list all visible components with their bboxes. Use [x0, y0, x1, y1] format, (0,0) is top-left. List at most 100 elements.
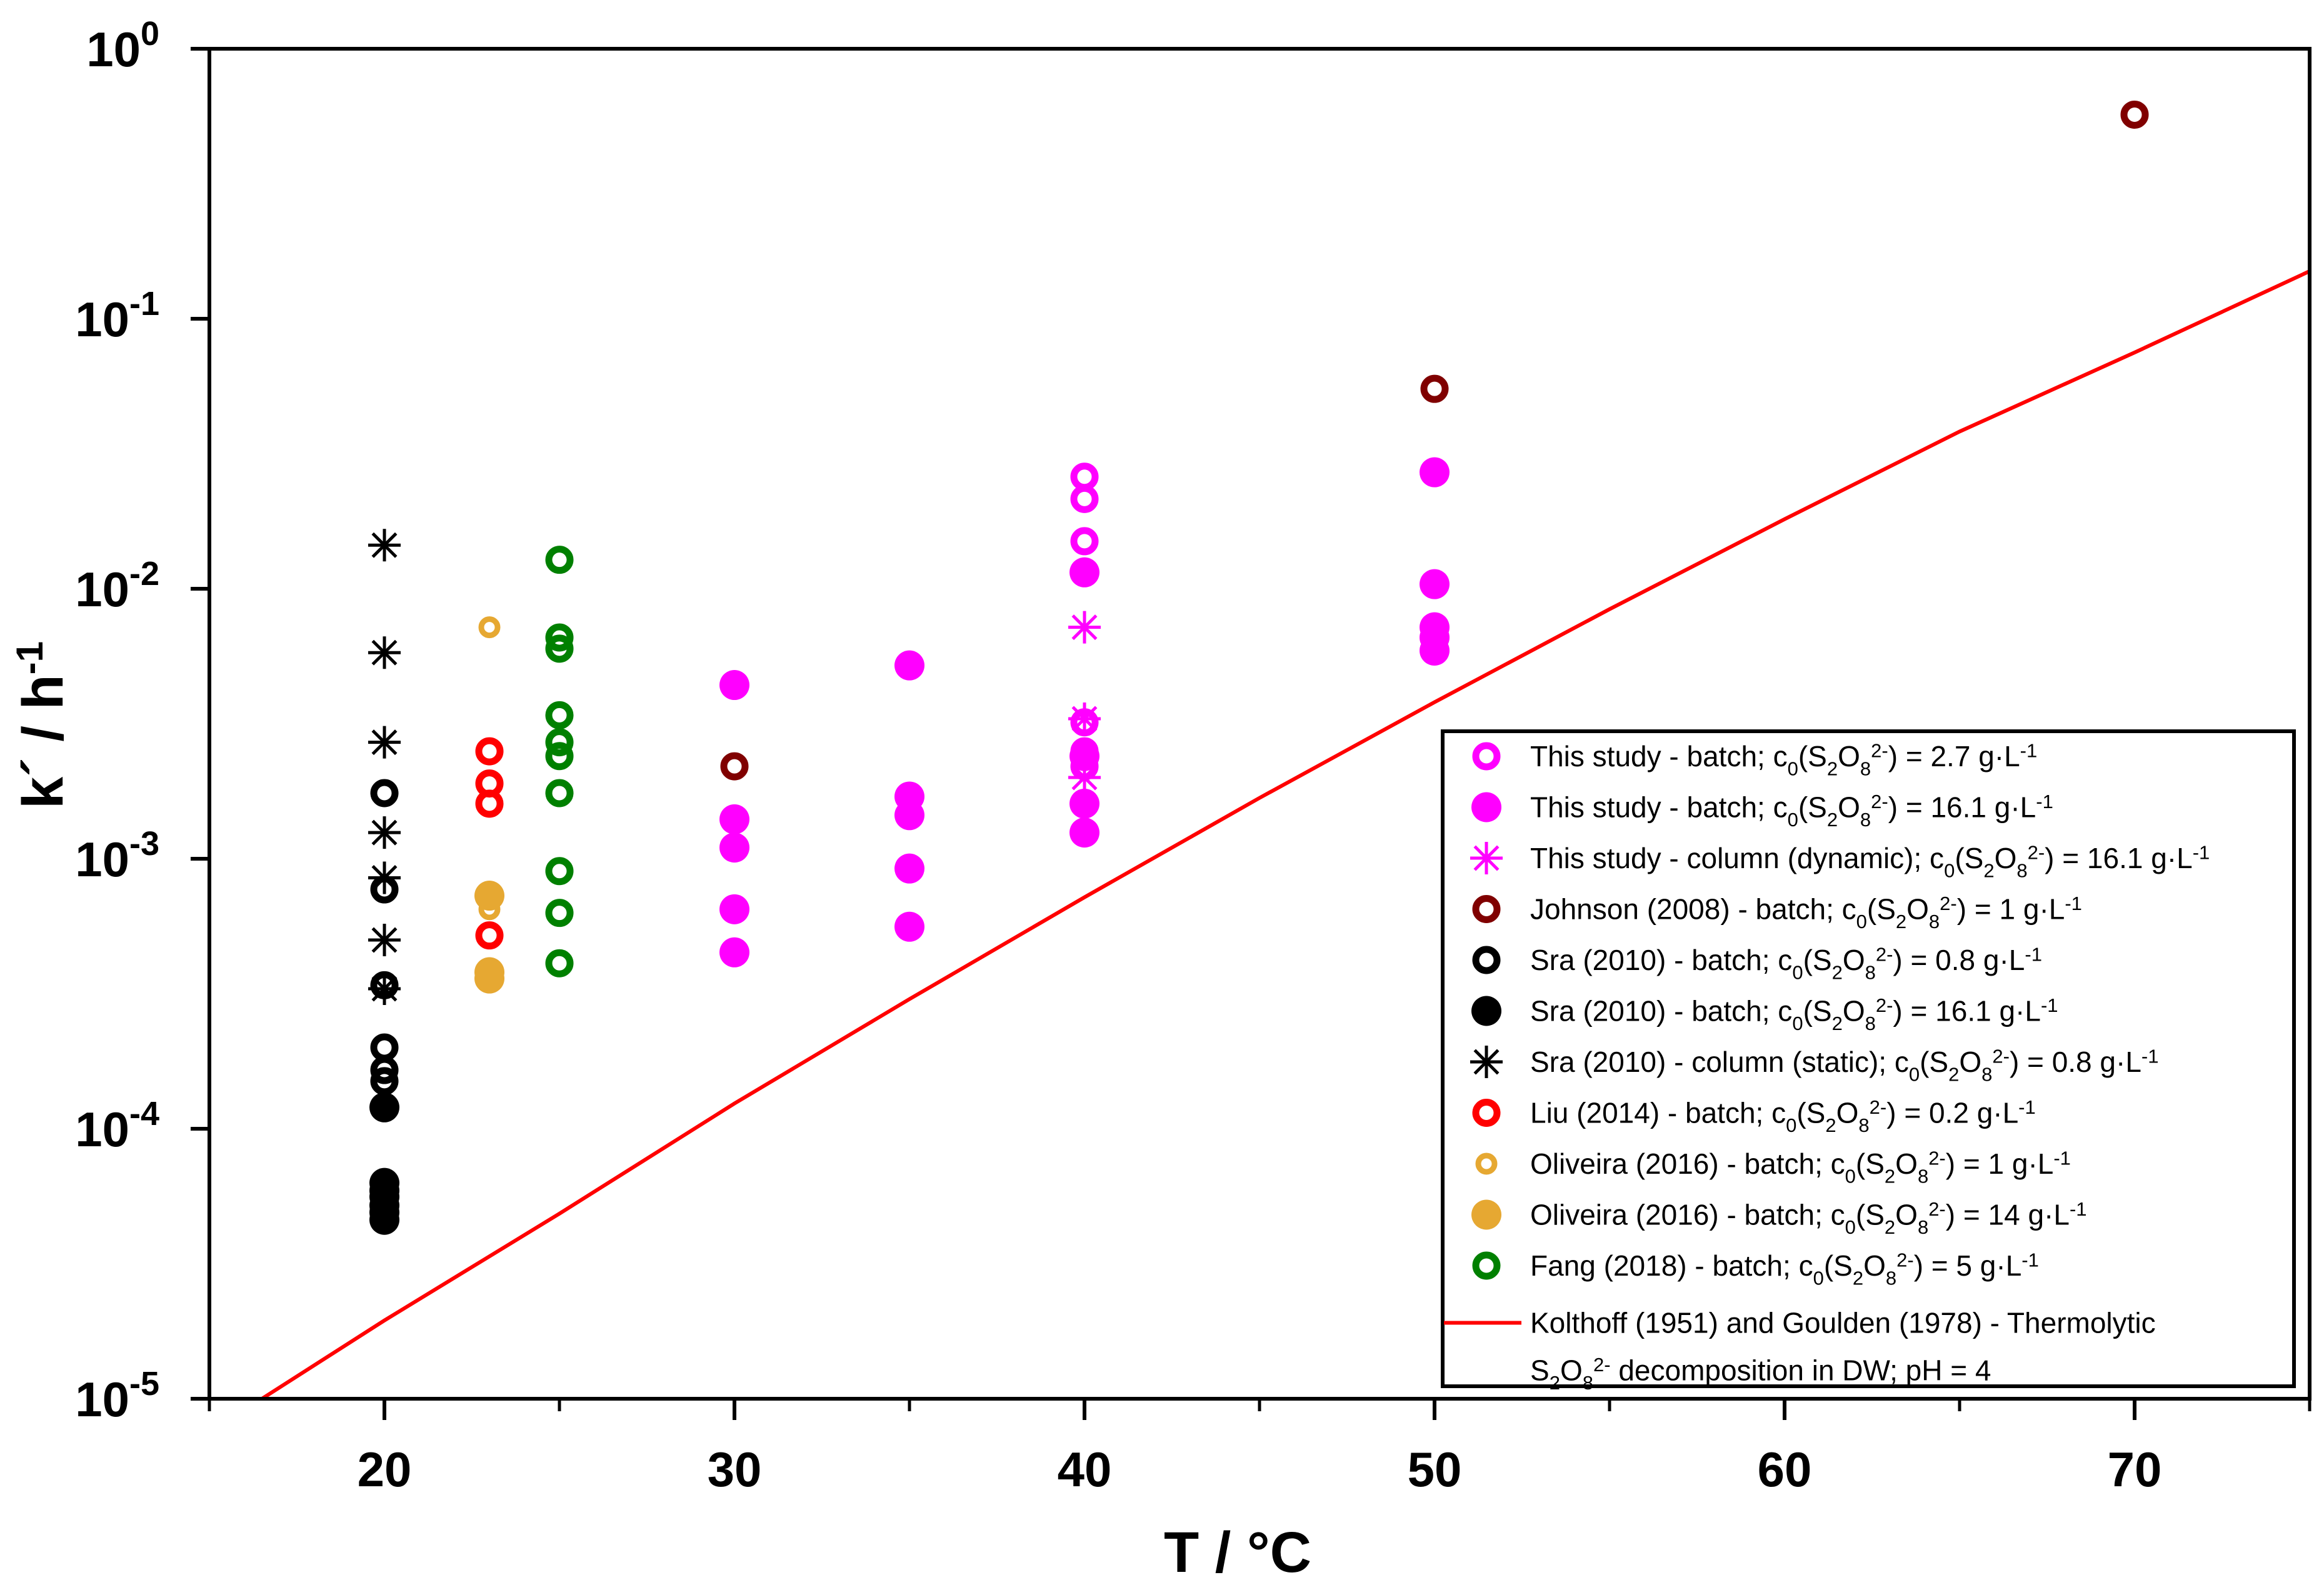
text-run: ) = 2.7 g·L [1888, 740, 2020, 772]
data-point [1069, 741, 1099, 771]
text-run: 2 [1827, 758, 1838, 780]
y-tick-label: 10-2 [75, 555, 159, 617]
data-point [719, 894, 749, 924]
text-run: decomposition in DW; pH = 4 [1611, 1354, 1991, 1387]
text-run: Sra (2010) - batch; c [1530, 944, 1792, 976]
text-run: 2 [1853, 1268, 1863, 1289]
text-run: 2- [1992, 1045, 2010, 1067]
legend-box [1441, 729, 2296, 1388]
text-run: ) = 5 g·L [1914, 1249, 2022, 1282]
data-point [545, 701, 574, 729]
legend-marker [1475, 1152, 1498, 1175]
y-tick-label: 10-1 [75, 285, 159, 347]
y-tick-label: 10-5 [75, 1365, 159, 1427]
text-run: O [1906, 893, 1929, 926]
y-axis-title-main: k´ / h [11, 674, 75, 809]
data-point [894, 650, 924, 681]
legend-marker [1472, 742, 1501, 771]
text-run: This study - batch; c [1530, 740, 1788, 772]
legend-label: Oliveira (2016) - batch; c0(S2O82-) = 1 … [1530, 1147, 2071, 1187]
text-run: 8 [1918, 1216, 1928, 1238]
text-run: 8 [1583, 1372, 1593, 1394]
data-point [719, 670, 749, 701]
y-tick-base: 10 [86, 22, 141, 77]
y-tick-exp: -4 [129, 1095, 159, 1132]
text-run: ) = 16.1 g·L [2045, 842, 2193, 874]
y-tick-base: 10 [75, 1372, 129, 1427]
text-run: 8 [1918, 1166, 1928, 1188]
text-run: ) = 0.8 g·L [2010, 1046, 2141, 1078]
x-tick-label: 40 [1058, 1442, 1112, 1497]
data-point [1420, 635, 1450, 666]
text-run: ) = 1 g·L [1946, 1148, 2054, 1180]
data-point [545, 899, 574, 928]
text-run: 2- [1870, 1096, 1887, 1118]
text-run: ) = 0.8 g·L [1893, 944, 2025, 976]
series-5 [369, 1092, 399, 1235]
data-point [370, 1056, 399, 1084]
text-run: O [1995, 842, 2017, 874]
text-run: 2- [1593, 1354, 1611, 1376]
legend-marker [1472, 1099, 1501, 1127]
text-run: -1 [2065, 892, 2082, 914]
text-run: O [1838, 791, 1860, 824]
series-7 [475, 737, 504, 950]
data-point [368, 972, 401, 1005]
data-point [1068, 761, 1101, 794]
text-run: 2- [1928, 1198, 1946, 1220]
text-run: Oliveira (2016) - batch; c [1530, 1199, 1845, 1231]
text-run: -1 [2041, 994, 2058, 1016]
y-tick-exp: -3 [129, 825, 159, 862]
series-line [261, 269, 2311, 1401]
text-run: 0 [1856, 911, 1867, 932]
legend-label: Sra (2010) - batch; c0(S2O82-) = 16.1 g·… [1530, 994, 2058, 1034]
data-point [545, 742, 574, 771]
text-run: 8 [1929, 911, 1940, 932]
text-run: Sra (2010) - column (static); c [1530, 1046, 1909, 1078]
data-point [370, 1067, 399, 1096]
legend-marker [1471, 1199, 1501, 1230]
y-tick-base: 10 [75, 292, 129, 347]
text-run: -1 [2025, 943, 2042, 965]
text-run: 2- [1871, 739, 1888, 761]
text-run: -1 [2021, 1249, 2039, 1271]
text-run: 0 [1813, 1268, 1824, 1289]
text-run: O [1959, 1046, 1981, 1078]
data-point [1069, 557, 1099, 588]
text-run: O [1895, 1148, 1918, 1180]
data-point [1420, 374, 1449, 403]
text-run: 0 [1788, 758, 1798, 780]
data-point [368, 529, 401, 562]
series-9 [474, 881, 504, 994]
text-run: Oliveira (2016) - batch; c [1530, 1148, 1845, 1180]
text-run: 2- [1876, 994, 1893, 1016]
text-run: ) = 14 g·L [1946, 1199, 2070, 1231]
text-run: (S [1920, 1046, 1948, 1078]
data-point [370, 1033, 399, 1062]
series-6 [368, 529, 401, 1005]
text-run: -1 [2070, 1198, 2087, 1220]
legend-label: Sra (2010) - column (static); c0(S2O82-)… [1530, 1045, 2158, 1085]
text-run: 2 [1948, 1064, 1959, 1086]
legend-marker [1472, 946, 1501, 974]
text-run: 2 [1832, 962, 1843, 984]
data-point [1070, 484, 1099, 513]
data-point [545, 857, 574, 886]
text-run: 8 [2016, 860, 2027, 882]
series-1 [719, 457, 1450, 968]
data-point [1420, 569, 1450, 599]
x-tick-label: 70 [2108, 1442, 2162, 1497]
text-run: 2 [1885, 1216, 1895, 1238]
data-point [368, 861, 401, 894]
x-tick-label: 50 [1408, 1442, 1462, 1497]
y-axis-title-exp: -1 [9, 641, 51, 674]
text-run: 8 [1886, 1268, 1896, 1289]
series-2 [1068, 611, 1101, 794]
y-axis-title: k´ / h-1 [9, 641, 75, 809]
text-run: 8 [1860, 758, 1871, 780]
data-point [719, 937, 749, 968]
text-run: O [1895, 1199, 1918, 1231]
y-tick-label: 100 [86, 15, 159, 77]
legend-marker [1471, 996, 1501, 1026]
